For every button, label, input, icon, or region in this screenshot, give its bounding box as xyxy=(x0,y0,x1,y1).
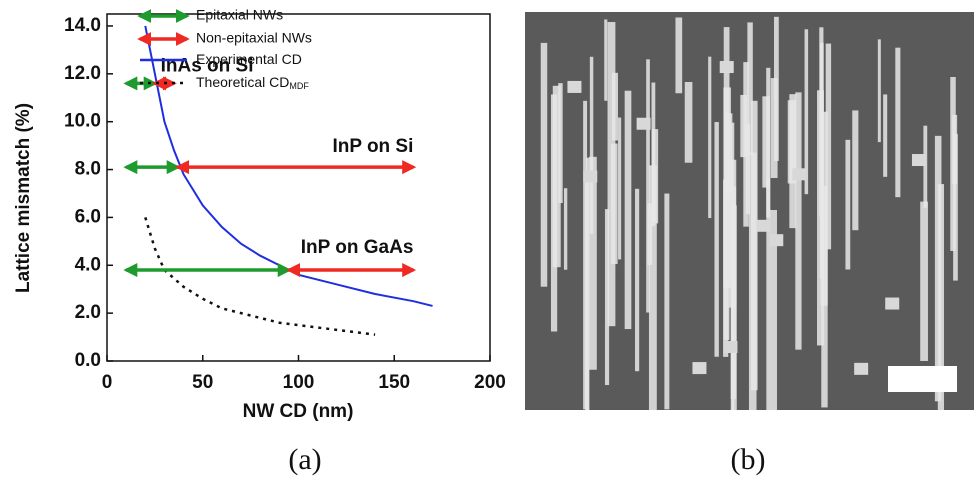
crystallite xyxy=(911,154,926,167)
annotation: InP on GaAs xyxy=(301,237,414,258)
nanowire xyxy=(747,22,753,156)
nanowire xyxy=(750,100,758,391)
nanowire xyxy=(624,90,632,330)
nanowire xyxy=(923,125,928,208)
nanowire xyxy=(769,209,777,410)
legend-label: Non-epitaxial NWs xyxy=(196,30,312,46)
y-tick-label: 8.0 xyxy=(75,159,101,180)
x-tick-label: 0 xyxy=(102,372,113,393)
nanowire xyxy=(563,188,568,270)
nanowire xyxy=(714,122,719,357)
nanowire xyxy=(684,82,693,163)
nanowire xyxy=(648,165,657,410)
nanowire xyxy=(604,19,608,101)
nanowire xyxy=(618,117,622,260)
annotation: InP on Si xyxy=(332,136,413,157)
crystallite xyxy=(769,234,784,247)
crystallite xyxy=(719,61,734,74)
crystallite xyxy=(854,362,869,375)
nanowire xyxy=(610,143,618,265)
scale-bar xyxy=(888,366,957,392)
crystallite xyxy=(692,362,707,375)
y-tick-label: 0.0 xyxy=(75,350,101,371)
x-tick-label: 150 xyxy=(378,372,410,393)
nanowire xyxy=(647,203,653,266)
legend-label: Epitaxial NWs xyxy=(196,7,283,23)
nanowire xyxy=(604,209,610,385)
nanowire xyxy=(821,111,828,408)
nanowire xyxy=(819,42,824,279)
nanowire xyxy=(723,27,730,340)
nanowire xyxy=(883,94,888,177)
crystallite xyxy=(567,80,582,93)
nanowire xyxy=(635,188,640,372)
nanowire xyxy=(762,96,770,188)
crystallite xyxy=(723,341,738,354)
nanowire xyxy=(585,157,590,410)
crystallite xyxy=(792,168,807,181)
nanowire xyxy=(588,156,597,370)
nanowire xyxy=(953,133,958,281)
nanowire xyxy=(852,110,859,231)
legend-label: Theoretical CDMDF xyxy=(196,74,309,92)
panel-label: (b) xyxy=(731,443,766,476)
sem-image xyxy=(525,12,974,411)
nanowire xyxy=(766,178,771,410)
nanowire xyxy=(766,67,771,218)
nanowire xyxy=(589,56,594,234)
crystallite xyxy=(885,297,900,310)
y-tick-label: 14.0 xyxy=(64,15,101,36)
crystallite xyxy=(756,219,771,232)
crystallite xyxy=(636,117,651,130)
x-tick-label: 100 xyxy=(283,372,315,393)
nanowire xyxy=(708,56,712,219)
y-tick-label: 10.0 xyxy=(64,111,101,132)
nanowire xyxy=(646,59,650,313)
nanowire xyxy=(611,72,618,141)
nanowire xyxy=(920,201,928,361)
nanowire xyxy=(877,39,881,143)
nanowire xyxy=(664,193,670,410)
y-tick-label: 6.0 xyxy=(75,206,101,227)
nanowire xyxy=(787,100,796,184)
nanowire xyxy=(743,62,749,227)
nanowire xyxy=(804,29,809,195)
x-tick-label: 50 xyxy=(192,372,213,393)
y-tick-label: 4.0 xyxy=(75,254,101,275)
y-tick-label: 2.0 xyxy=(75,302,101,323)
crystallite xyxy=(583,170,598,183)
nanowire xyxy=(773,16,779,161)
nanowire xyxy=(845,139,851,270)
nanowire xyxy=(540,42,548,287)
x-tick-label: 200 xyxy=(474,372,506,393)
nanowire xyxy=(651,129,659,224)
nanowire xyxy=(895,47,901,198)
nanowire xyxy=(934,135,942,402)
nanowire xyxy=(730,122,735,410)
legend-label: Experimental CD xyxy=(196,51,302,67)
legend-name: Experimental CD xyxy=(196,51,302,67)
nanowire xyxy=(552,85,561,268)
y-axis-label: Lattice mismatch (%) xyxy=(13,103,34,293)
legend-name: Theoretical CD xyxy=(196,74,289,90)
x-axis-label: NW CD (nm) xyxy=(243,401,354,422)
series-line xyxy=(144,217,376,336)
y-tick-label: 12.0 xyxy=(64,63,101,84)
nanowire xyxy=(675,17,683,94)
series-line xyxy=(144,25,433,307)
nanowire xyxy=(825,43,832,250)
panel-label: (a) xyxy=(288,443,321,476)
nanowire xyxy=(795,92,802,350)
legend-subscript: MDF xyxy=(289,81,309,91)
